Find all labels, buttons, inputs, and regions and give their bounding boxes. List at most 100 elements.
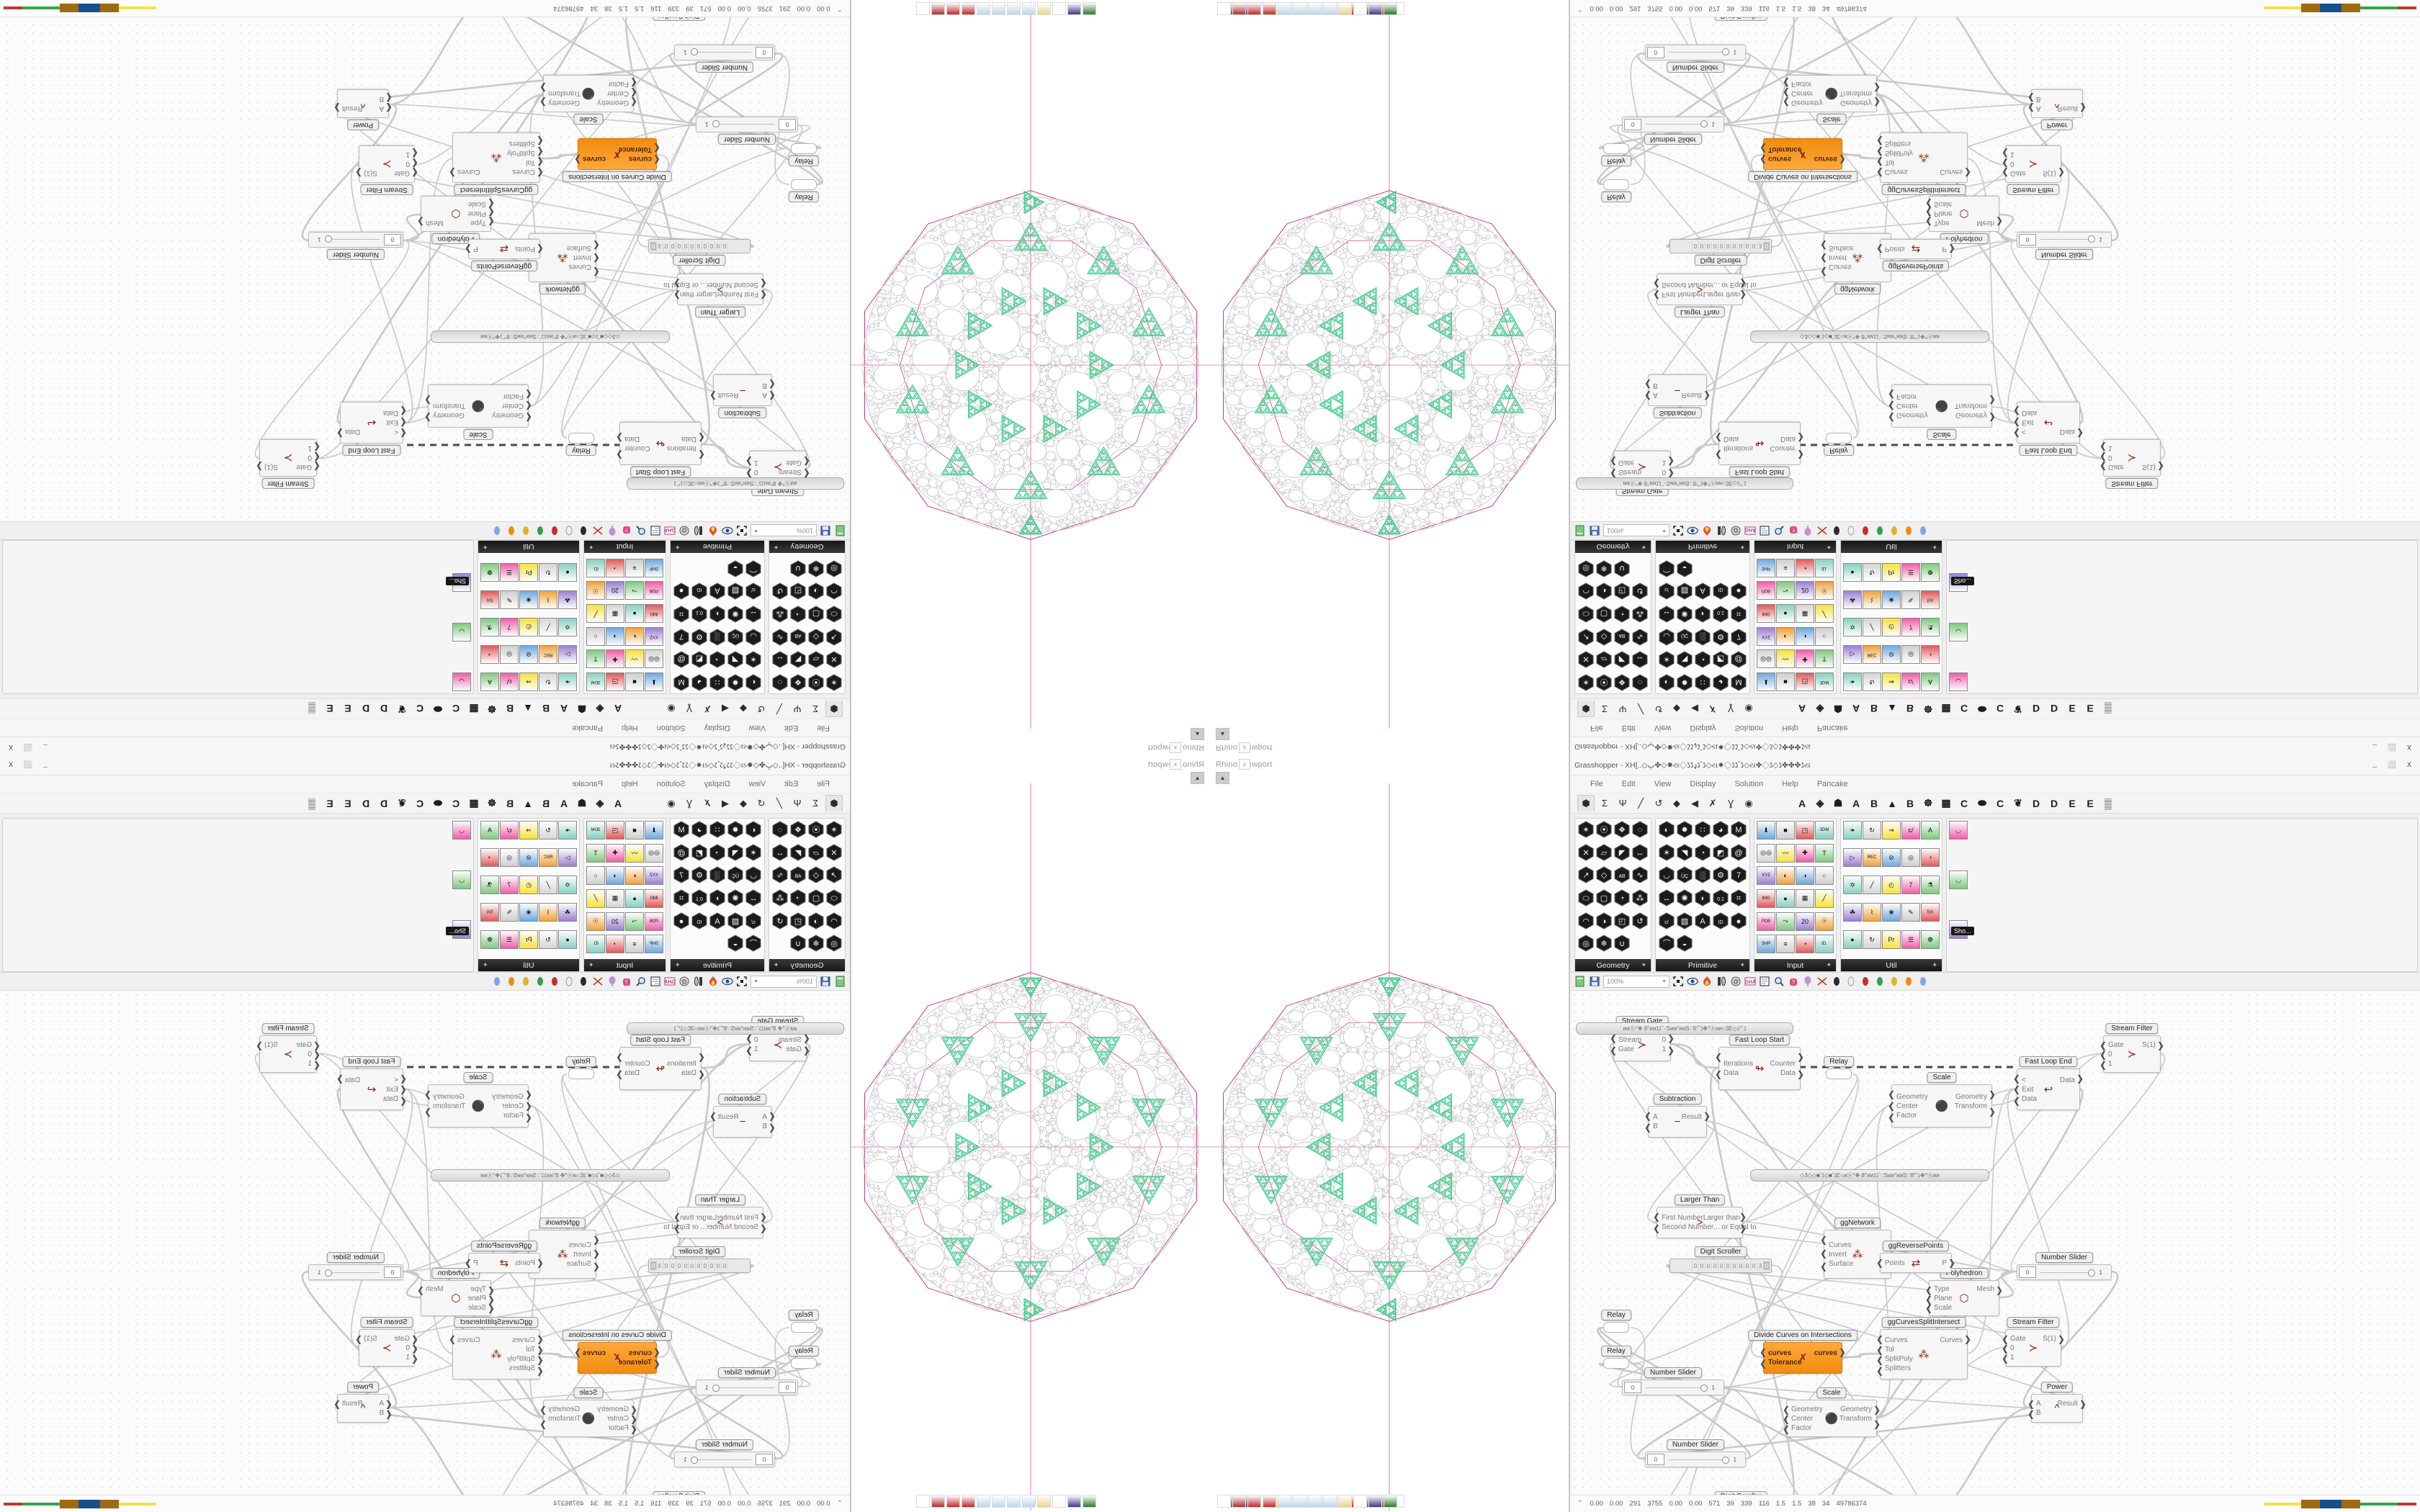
- tab-plugin-16[interactable]: E: [326, 703, 333, 715]
- palette-hex-icon[interactable]: ❄: [1595, 560, 1613, 577]
- folder-icon[interactable]: [1037, 1495, 1051, 1508]
- palette-square-icon[interactable]: ↻: [1863, 672, 1881, 691]
- palette-hex-icon[interactable]: ↔: [1658, 889, 1675, 906]
- component-input-pin[interactable]: ❮: [2027, 93, 2035, 103]
- tab-primary-3[interactable]: ╱: [1638, 703, 1644, 715]
- folder-icon[interactable]: [1037, 2, 1051, 15]
- slider-knob[interactable]: [325, 235, 333, 243]
- palette-square-icon[interactable]: ⇒: [1882, 672, 1901, 691]
- scroller-digit[interactable]: 0: [709, 242, 715, 251]
- palette-square-icon[interactable]: ◔: [606, 558, 624, 577]
- zoom-level-input[interactable]: 100% ▼: [750, 524, 817, 537]
- component-scale[interactable]: Scale Geometry Geometry Center Transform Fact…: [1888, 1072, 1996, 1128]
- palette-square-icon[interactable]: IMG: [1757, 888, 1775, 908]
- palette-hex-icon[interactable]: c/: [1658, 582, 1675, 600]
- component-output-pin[interactable]: ❯: [673, 1212, 681, 1222]
- menu-item-edit[interactable]: Edit: [784, 780, 799, 788]
- component-input-pin[interactable]: ❮: [1644, 1111, 1652, 1121]
- palette-square-icon[interactable]: ╱: [1815, 604, 1834, 624]
- component-input-param[interactable]: Tolerance: [618, 1359, 653, 1367]
- palette-hex-icon[interactable]: ✶: [825, 674, 843, 691]
- palette-square-icon[interactable]: Τ: [586, 843, 605, 863]
- component-output-param[interactable]: Mesh: [1976, 1284, 1994, 1293]
- tab-plugin-14[interactable]: D: [2050, 797, 2058, 809]
- component-output-pin[interactable]: ❯: [2156, 1040, 2164, 1050]
- palette-square-icon[interactable]: ⌇: [1863, 903, 1881, 922]
- component-input-param[interactable]: Gate: [2108, 1040, 2124, 1049]
- component-output-param[interactable]: Larger than: [680, 290, 717, 298]
- palette-square-icon[interactable]: SHP: [645, 935, 663, 954]
- component-input-param[interactable]: Second Number: [1662, 281, 1714, 289]
- menu-item-help[interactable]: Help: [622, 724, 638, 732]
- component-output-pin[interactable]: ❯: [1838, 155, 1846, 165]
- document-icon[interactable]: [1759, 525, 1770, 536]
- tab-plugin-16[interactable]: E: [2087, 703, 2094, 715]
- tab-primary-7[interactable]: ✗: [703, 703, 712, 715]
- palette-hex-icon[interactable]: ◔: [789, 889, 807, 906]
- palette-hex-icon[interactable]: ⌒: [1658, 935, 1675, 952]
- component-power[interactable]: Power A Result B ^ ❮ ❮ ❯: [333, 89, 393, 130]
- tab-plugin-7[interactable]: ☸: [487, 703, 497, 715]
- component-input-pin[interactable]: ❮: [697, 1069, 705, 1079]
- component-input-param[interactable]: Tol: [1885, 1346, 1894, 1354]
- palette-square-icon[interactable]: ╱: [586, 888, 605, 908]
- fit-view-icon[interactable]: [736, 976, 748, 987]
- component-number-slider[interactable]: Number Slider 0 1: [1622, 1367, 1724, 1395]
- palette-square-icon[interactable]: ❀: [1882, 590, 1901, 609]
- component-input-param[interactable]: Splitters: [1885, 140, 1912, 148]
- component-input-pin[interactable]: ❮: [1760, 143, 1767, 153]
- component-input-param[interactable]: Gate: [296, 1040, 312, 1049]
- palette-square-icon[interactable]: ☉: [586, 581, 605, 600]
- scroller-digit[interactable]: 0: [676, 242, 683, 251]
- palette-square-icon[interactable]: ◎: [1901, 848, 1920, 867]
- tab-plugin-4[interactable]: B: [542, 797, 550, 809]
- tab-plugin-1[interactable]: ◈: [1816, 797, 1824, 809]
- tab-plugin-17[interactable]: ▒: [2105, 797, 2112, 809]
- slider-track[interactable]: [691, 1456, 751, 1464]
- palette-square-icon[interactable]: Pr: [519, 563, 538, 582]
- menu-item-file[interactable]: File: [1590, 724, 1603, 732]
- tab-primary-1[interactable]: Σ: [812, 798, 819, 809]
- tab-plugin-3[interactable]: A: [1852, 797, 1860, 809]
- component-ggcurvessplitintersect[interactable]: ggCurvesSplitIntersect Curves Curves Tol Spl…: [449, 1317, 544, 1380]
- component-input-param[interactable]: Invert: [573, 253, 591, 262]
- palette-hex-icon[interactable]: ◐: [1658, 821, 1675, 838]
- palette-square-icon[interactable]: ⚗: [480, 618, 499, 636]
- palette-hex-icon[interactable]: ∪: [789, 560, 807, 577]
- palette-group-label[interactable]: Util ✦: [1841, 959, 1942, 971]
- component-digit-scroller[interactable]: Digit Scroller 0 0 0 0 0 0 0 0 0 0 3 0: [648, 239, 750, 266]
- profiler-icon[interactable]: [693, 976, 704, 987]
- palette-hex-icon[interactable]: ⦿: [1595, 821, 1613, 838]
- component-input-pin[interactable]: ❮: [1783, 1414, 1791, 1425]
- palette-square-icon[interactable]: ☘: [558, 590, 577, 609]
- component-input-param[interactable]: Invert: [1829, 253, 1847, 262]
- component-input-param[interactable]: First Number: [1662, 1214, 1703, 1222]
- scroller-digit[interactable]: 3: [657, 242, 663, 251]
- component-input-pin[interactable]: ❮: [385, 1409, 393, 1419]
- tab-plugin-9[interactable]: C: [452, 703, 460, 715]
- component-input-param[interactable]: 0: [2010, 160, 2015, 168]
- palette-hex-icon[interactable]: ✕: [1577, 651, 1595, 668]
- scroller-digit[interactable]: 0: [1724, 242, 1731, 251]
- component-input-param[interactable]: Iterations: [666, 444, 696, 452]
- palette-hex-icon[interactable]: ✶: [1577, 821, 1595, 838]
- scroller-digit[interactable]: 0: [1737, 1261, 1744, 1270]
- palette-square-icon[interactable]: ◐: [625, 866, 644, 886]
- palette-hex-icon[interactable]: @: [673, 844, 690, 861]
- component-relay[interactable]: Relay: [566, 433, 596, 456]
- component-input-param[interactable]: A: [762, 391, 767, 399]
- component-output-pin[interactable]: ❯: [355, 168, 363, 178]
- cluster-icon[interactable]: @: [1730, 976, 1742, 987]
- balloon-icon[interactable]: [1802, 525, 1814, 536]
- doc-blue-icon[interactable]: [1278, 2, 1291, 15]
- tab-plugin-11[interactable]: C: [1996, 703, 2004, 715]
- slider-knob[interactable]: [1721, 1456, 1729, 1464]
- palette-square-icon[interactable]: ☘: [558, 903, 577, 922]
- palette-hex-icon[interactable]: ✹: [727, 674, 744, 691]
- palette-hex-icon[interactable]: A: [1694, 912, 1711, 930]
- palette-square-icon[interactable]: 7: [500, 618, 519, 636]
- component-output-param[interactable]: S(1): [2043, 169, 2056, 178]
- component-input-param[interactable]: 0: [2010, 1344, 2015, 1352]
